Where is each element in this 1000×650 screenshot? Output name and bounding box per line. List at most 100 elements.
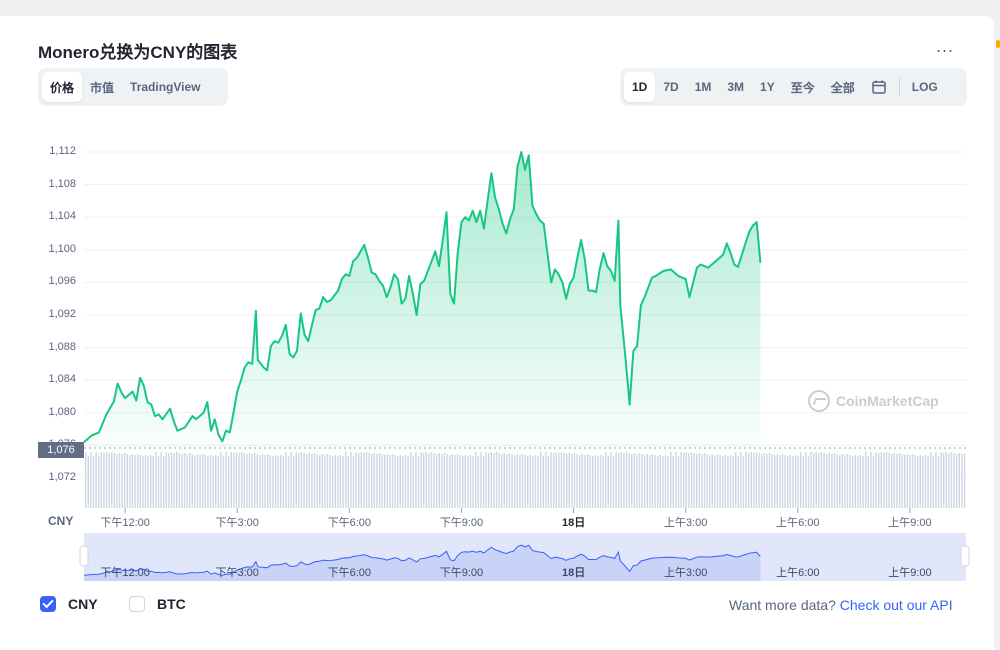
volume-bar — [740, 452, 742, 508]
volume-bar — [464, 455, 466, 508]
volume-bar — [150, 455, 152, 508]
volume-bar — [670, 452, 672, 508]
volume-bar — [85, 452, 87, 508]
volume-bar — [930, 452, 932, 508]
volume-bar — [446, 454, 448, 508]
volume-bar — [514, 455, 516, 508]
volume-bar — [654, 455, 656, 508]
volume-bar — [854, 455, 856, 508]
volume-bar — [165, 452, 167, 508]
volume-bar — [436, 454, 438, 508]
legend-cny[interactable]: CNY — [40, 596, 98, 612]
volume-bar — [680, 452, 682, 508]
range-1m[interactable]: 1M — [694, 80, 712, 94]
volume-bar — [475, 452, 477, 508]
volume-bar — [797, 456, 799, 508]
volume-bar — [225, 452, 227, 508]
volume-bar — [488, 453, 490, 508]
tab-price[interactable]: 价格 — [42, 72, 83, 102]
tab-market-cap[interactable]: 市值 — [90, 80, 115, 95]
volume-bar — [376, 454, 378, 508]
volume-bar — [956, 454, 958, 508]
range-3m[interactable]: 3M — [727, 80, 745, 94]
volume-bar — [350, 452, 352, 508]
volume-bar — [807, 456, 810, 508]
range-7d[interactable]: 7D — [663, 80, 679, 94]
api-link[interactable]: Check out our API — [839, 597, 953, 613]
x-tick-label: 下午6:00 — [327, 517, 372, 529]
volume-bar — [607, 456, 609, 508]
volume-bar — [215, 455, 217, 508]
btc-checkbox[interactable] — [129, 596, 145, 612]
volume-bar — [204, 455, 206, 508]
volume-bar — [108, 453, 110, 508]
y-tick-label: 1,088 — [48, 340, 76, 353]
volume-bar — [610, 452, 612, 508]
range-1d[interactable]: 1D — [624, 72, 656, 102]
volume-bar — [792, 456, 794, 508]
navigator-handle-left[interactable] — [79, 545, 89, 567]
navigator-tick-label: 下午9:00 — [439, 567, 484, 579]
volume-bar — [178, 453, 180, 508]
volume-bar — [906, 454, 908, 508]
volume-bar — [438, 453, 440, 508]
volume-bar — [675, 452, 677, 508]
volume-bar — [412, 456, 414, 508]
volume-bar — [932, 456, 934, 508]
volume-bar — [477, 456, 479, 508]
volume-bar — [576, 454, 578, 508]
volume-bar — [532, 456, 534, 508]
volume-bar — [493, 453, 495, 508]
volume-bar — [443, 453, 446, 508]
volume-bar — [212, 456, 214, 508]
volume-bar — [763, 453, 765, 508]
navigator-tick-label: 下午3:00 — [215, 567, 259, 579]
volume-bar — [176, 452, 178, 508]
calendar-icon[interactable] — [863, 72, 895, 102]
y-tick-label: 1,084 — [48, 373, 76, 386]
chart-mode-tabs: 价格 市值 TradingView — [38, 68, 228, 106]
volume-bar — [911, 454, 914, 508]
y-tick-label: 1,104 — [48, 210, 76, 223]
volume-bar — [802, 456, 804, 508]
volume-bar — [103, 453, 105, 508]
top-strip — [0, 0, 1000, 16]
volume-bar — [805, 452, 807, 508]
volume-bar — [735, 452, 737, 508]
range-1y[interactable]: 1Y — [760, 80, 775, 94]
navigator-tick-label: 下午6:00 — [327, 567, 372, 579]
volume-bar — [339, 455, 342, 508]
volume-bar — [950, 452, 953, 508]
volume-bar — [898, 453, 901, 508]
more-options-icon[interactable]: ... — [936, 36, 955, 56]
cny-checkbox[interactable] — [40, 596, 56, 612]
volume-bar — [696, 454, 698, 508]
volume-bar — [261, 454, 264, 508]
range-all[interactable]: 全部 — [830, 80, 855, 95]
volume-bar — [537, 456, 539, 508]
volume-bar — [246, 454, 248, 508]
x-tick-label: 18日 — [561, 517, 586, 529]
volume-bar — [776, 454, 778, 508]
legend-btc[interactable]: BTC — [129, 596, 186, 612]
volume-bar — [274, 455, 277, 508]
range-ytd[interactable]: 至今 — [790, 80, 815, 95]
volume-bar — [872, 456, 875, 508]
volume-bar — [948, 453, 950, 508]
x-tick-label: 上午9:00 — [888, 517, 932, 529]
y-tick-label: 1,072 — [48, 471, 76, 483]
price-area — [84, 152, 761, 448]
volume-bar — [501, 454, 503, 508]
volume-bar — [849, 455, 851, 508]
navigator-handle-right[interactable] — [960, 545, 970, 567]
volume-bar — [831, 454, 833, 508]
tab-tradingview[interactable]: TradingView — [130, 80, 201, 94]
volume-bar — [852, 456, 854, 508]
log-toggle[interactable]: LOG — [911, 80, 938, 94]
volume-bar — [326, 454, 329, 508]
volume-bar — [441, 454, 443, 508]
volume-bar — [199, 455, 201, 508]
range-divider — [898, 78, 900, 96]
chart-title: Monero兑换为CNY的图表 — [38, 43, 238, 62]
